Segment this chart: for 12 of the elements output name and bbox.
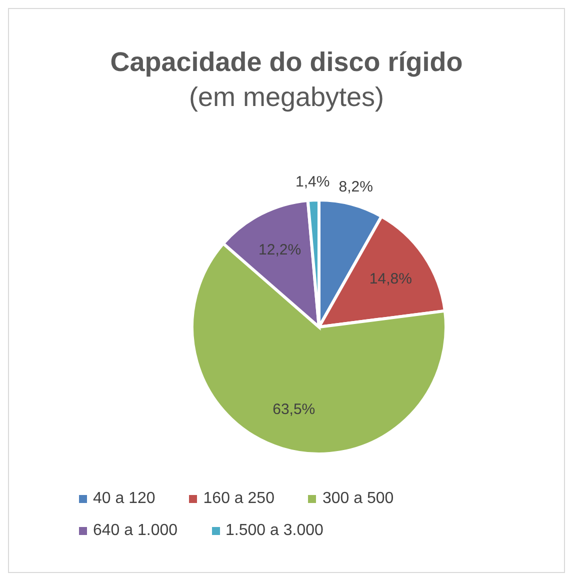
data-label: 14,8% (369, 270, 412, 288)
legend-label: 1.500 a 3.000 (224, 521, 324, 541)
chart-title: Capacidade do disco rígido (109, 47, 464, 78)
data-label: 12,2% (258, 242, 302, 259)
legend-label: 640 a 1.000 (92, 521, 178, 541)
data-label: 8,2% (338, 178, 374, 196)
data-label: 1,4% (296, 174, 330, 191)
legend-label: 40 a 120 (92, 489, 156, 509)
data-label: 63,5% (272, 401, 316, 418)
chart-subtitle: (em megabytes) (188, 82, 386, 113)
legend-label: 300 a 500 (321, 489, 394, 509)
legend-label: 160 a 250 (202, 489, 274, 509)
